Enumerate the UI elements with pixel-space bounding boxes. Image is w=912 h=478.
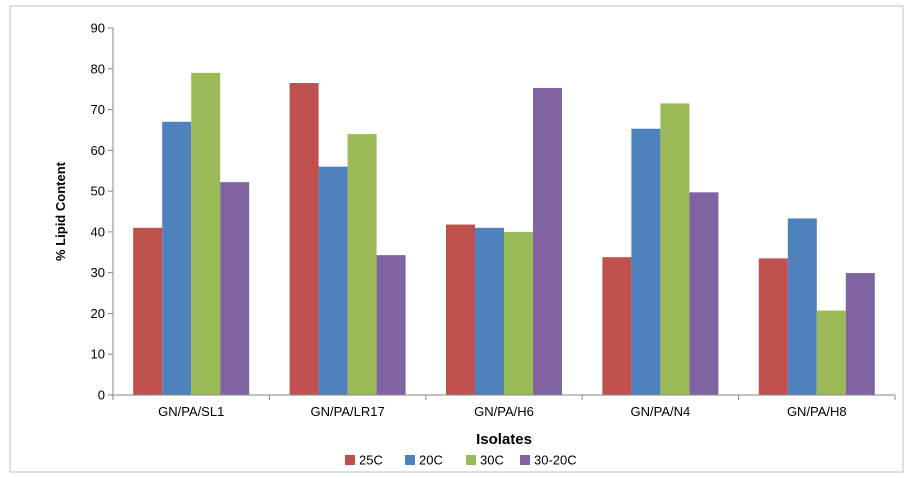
bar-25C-GN-PA-SL1 xyxy=(133,227,163,395)
bar-20C-GN-PA-SL1 xyxy=(162,121,192,396)
bar-30C-GN-PA-H6 xyxy=(504,231,533,395)
bar-30C-GN-PA-LR17 xyxy=(347,134,377,395)
y-tick-label: 90 xyxy=(91,21,105,36)
legend-label-30-20C: 30-20C xyxy=(534,453,577,468)
bar-30-20C-GN-PA-H8 xyxy=(845,273,875,395)
bar-25C-GN-PA-LR17 xyxy=(289,83,319,396)
y-tick-label: 70 xyxy=(91,102,105,117)
bar-30-20C-GN-PA-SL1 xyxy=(220,182,250,395)
bar-30-20C-GN-PA-N4 xyxy=(689,192,719,395)
y-tick-label: 20 xyxy=(91,306,105,321)
legend-label-30C: 30C xyxy=(480,453,504,468)
legend-swatch-30C xyxy=(466,455,476,465)
y-tick-label: 60 xyxy=(91,143,105,158)
y-tick-label: 80 xyxy=(91,61,105,76)
legend-label-20C: 20C xyxy=(419,453,443,468)
bar-25C-GN-PA-H8 xyxy=(758,258,788,395)
legend-swatch-25C xyxy=(345,455,355,465)
legend-swatch-20C xyxy=(405,455,415,465)
y-tick-label: 30 xyxy=(91,265,105,280)
x-tick-label: GN/PA/LR17 xyxy=(311,404,385,419)
bar-30C-GN-PA-H8 xyxy=(816,310,846,395)
legend: 25C 20C 30C 30-20C xyxy=(345,453,577,468)
y-tick-label: 0 xyxy=(98,388,105,403)
y-axis-title: % Lipid Content xyxy=(53,161,68,261)
y-tick-label: 50 xyxy=(91,184,105,199)
x-tick-label: GN/PA/N4 xyxy=(631,404,691,419)
bar-30C-GN-PA-SL1 xyxy=(191,72,221,395)
legend-swatch-30-20C xyxy=(520,455,530,465)
x-tick-label: GN/PA/H6 xyxy=(474,404,534,419)
y-tick-label: 10 xyxy=(91,347,105,362)
bar-25C-GN-PA-N4 xyxy=(602,257,632,395)
y-tick-label: 40 xyxy=(91,224,105,239)
x-tick-label: GN/PA/SL1 xyxy=(158,404,224,419)
bar-20C-GN-PA-H6 xyxy=(475,227,504,395)
bar-20C-GN-PA-N4 xyxy=(631,128,661,395)
bar-25C-GN-PA-H6 xyxy=(446,224,475,395)
y-axis-ticks: 0 10 20 30 40 50 60 70 80 90 xyxy=(91,21,113,403)
x-axis-ticks: GN/PA/SL1 GN/PA/LR17 GN/PA/H6 GN/PA/N4 GN/PA… xyxy=(112,395,896,419)
bar-30-20C-GN-PA-H6 xyxy=(533,87,562,396)
bars xyxy=(133,72,875,396)
legend-label-25C: 25C xyxy=(359,453,383,468)
x-axis-title: Isolates xyxy=(476,431,532,448)
bar-30C-GN-PA-N4 xyxy=(660,103,690,395)
bar-30-20C-GN-PA-LR17 xyxy=(376,255,406,395)
x-tick-label: GN/PA/H8 xyxy=(787,404,847,419)
bar-20C-GN-PA-H8 xyxy=(787,218,817,395)
bar-20C-GN-PA-LR17 xyxy=(318,166,348,395)
